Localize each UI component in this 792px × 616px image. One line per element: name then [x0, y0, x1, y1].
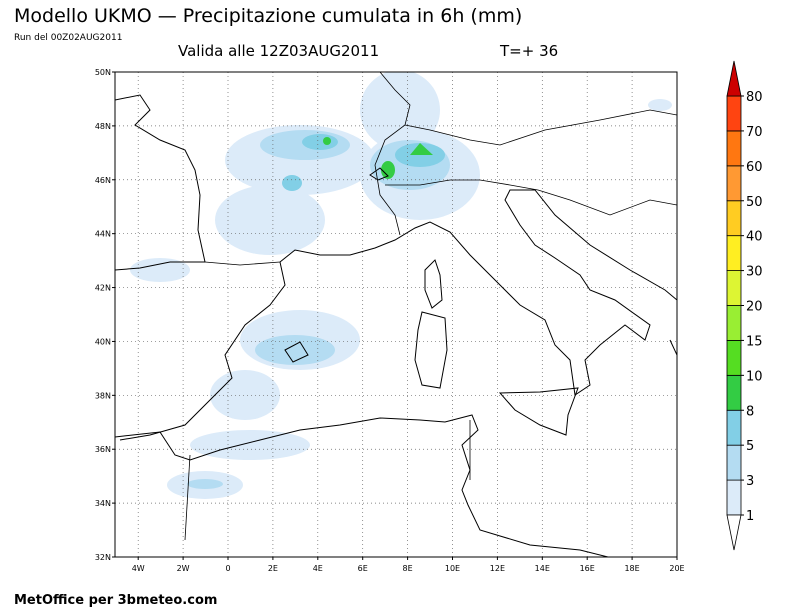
lon-label: 8E	[403, 564, 413, 573]
coast-corsica	[424, 259, 443, 309]
title: Modello UKMO — Precipitazione cumulata i…	[14, 5, 522, 27]
colorbar-label: 60	[746, 160, 763, 175]
border	[374, 72, 411, 236]
precip-area	[187, 479, 223, 489]
lake	[369, 167, 389, 181]
lat-label: 36N	[95, 445, 111, 454]
lat-label: 46N	[95, 176, 111, 185]
coast-france-med	[279, 189, 677, 396]
colorbar-label: 15	[746, 334, 763, 349]
colorbar-label: 30	[746, 265, 763, 280]
precip-area	[381, 161, 395, 179]
lat-label: 40N	[95, 337, 111, 346]
colorbar-segment	[726, 95, 742, 132]
precip-area	[648, 99, 672, 111]
coast-spain-med	[119, 261, 286, 441]
colorbar-label: 40	[746, 230, 763, 245]
lon-label: 4W	[132, 564, 145, 573]
lead-label: T=+ 36	[499, 42, 558, 60]
colorbar-label: 5	[746, 439, 754, 454]
lon-label: 12E	[490, 564, 505, 573]
coast-mallorca	[284, 341, 309, 363]
coast-africa	[115, 414, 611, 557]
lon-label: 18E	[624, 564, 639, 573]
lat-label: 32N	[95, 553, 111, 562]
border	[385, 179, 539, 191]
precip-area	[302, 134, 338, 150]
coast-sicily	[498, 387, 579, 436]
colorbar-label: 10	[746, 369, 763, 384]
colorbar-segment	[726, 340, 742, 376]
lon-label: 20E	[669, 564, 684, 573]
colorbar-bottom-arrow	[726, 514, 742, 551]
colorbar-segment	[726, 305, 742, 341]
lon-label: 16E	[580, 564, 595, 573]
colorbar: 1 3 5 8 10 15 20 30 40 50 60 70 80	[726, 60, 763, 551]
axes: 50N 48N 46N 44N 42N 40N 38N 36N 34N 32N 4W 2W 0 2E 4E 6…	[95, 68, 685, 573]
border	[204, 261, 281, 266]
precip-area	[215, 185, 325, 255]
border	[184, 454, 191, 541]
precip-area	[282, 175, 302, 191]
footer: MetOffice per 3bmeteo.com	[14, 593, 217, 608]
lat-label: 48N	[95, 122, 111, 131]
colorbar-label: 8	[746, 404, 754, 419]
lat-label: 50N	[95, 68, 111, 77]
lat-label: 44N	[95, 230, 111, 239]
colorbar-segment	[726, 270, 742, 306]
coastlines	[115, 94, 677, 557]
colorbar-segment	[726, 235, 742, 271]
colorbar-top-arrow	[726, 60, 742, 97]
lon-label: 14E	[535, 564, 550, 573]
lon-label: 2E	[268, 564, 278, 573]
colorbar-label: 20	[746, 300, 763, 315]
border	[404, 109, 677, 146]
precip-area	[255, 335, 335, 365]
lon-label: 4E	[313, 564, 323, 573]
grid	[115, 72, 677, 557]
colorbar-segment	[726, 165, 742, 202]
precip-area	[410, 143, 433, 155]
borders	[184, 72, 677, 541]
lat-label: 42N	[95, 284, 111, 293]
coast-greece	[669, 339, 677, 356]
lat-label: 34N	[95, 499, 111, 508]
colorbar-label: 80	[746, 90, 763, 105]
precip-area	[323, 137, 331, 145]
coast-france-atlantic	[115, 94, 206, 271]
lon-label: 2W	[177, 564, 190, 573]
colorbar-label: 1	[746, 509, 754, 524]
colorbar-segment	[726, 374, 742, 411]
colorbar-segment	[726, 409, 742, 446]
precipitation	[130, 72, 672, 499]
map-area	[114, 71, 678, 558]
colorbar-label: 50	[746, 195, 763, 210]
colorbar-segment	[726, 444, 742, 481]
lon-label: 0	[225, 564, 230, 573]
colorbar-segment	[726, 200, 742, 237]
colorbar-segment	[726, 130, 742, 167]
colorbar-segment	[726, 479, 742, 516]
lat-label: 38N	[95, 391, 111, 400]
precip-area	[210, 370, 280, 420]
coast-sardinia	[414, 311, 448, 389]
precip-area	[190, 430, 310, 460]
precip-area	[130, 258, 190, 282]
colorbar-label: 3	[746, 474, 754, 489]
border	[537, 189, 677, 216]
lon-label: 10E	[445, 564, 460, 573]
map-frame	[114, 71, 678, 558]
lon-label: 6E	[358, 564, 368, 573]
valid-label: Valida alle 12Z03AUG2011	[178, 42, 379, 60]
run-label: Run del 00Z02AUG2011	[14, 33, 122, 43]
colorbar-label: 70	[746, 125, 763, 140]
